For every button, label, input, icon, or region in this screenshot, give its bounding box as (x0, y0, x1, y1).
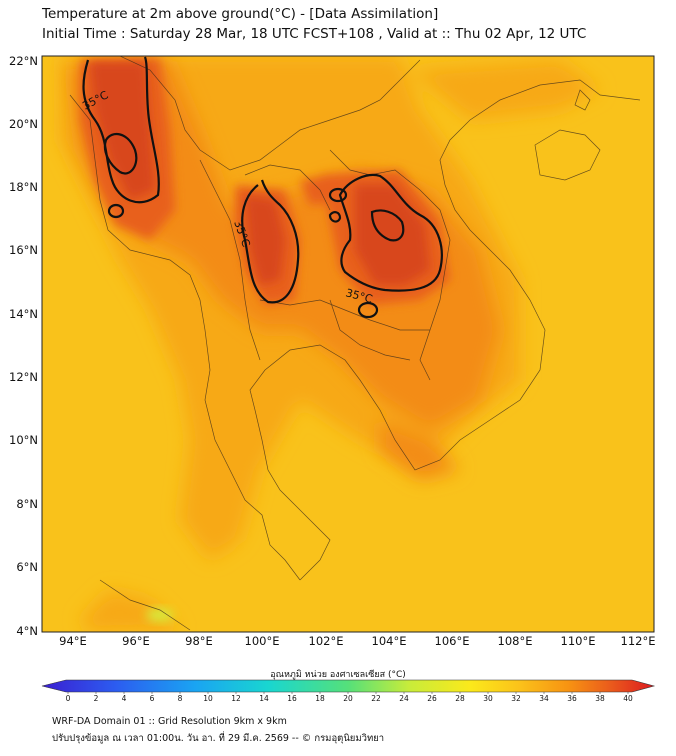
contour-ne-small-3 (328, 211, 342, 223)
colorbar-tick-label: 16 (287, 694, 297, 703)
lat-label: 20°N (9, 117, 38, 131)
colorbar-tick-label: 40 (623, 694, 633, 703)
colorbar-gradient (41, 679, 656, 693)
contour-myanmar (82, 56, 160, 204)
lon-label: 100°E (245, 634, 280, 648)
lon-label: 98°E (185, 634, 213, 648)
lon-label: 94°E (59, 634, 87, 648)
contour-ne-small-2 (357, 301, 379, 319)
temperature-field (42, 56, 654, 632)
chart-subtitle: Initial Time : Saturday 28 Mar, 18 UTC F… (42, 26, 587, 42)
lat-label: 8°N (16, 497, 38, 511)
colorbar-tick-label: 14 (259, 694, 269, 703)
colorbar-tick-label: 26 (427, 694, 437, 703)
colorbar-tick-label: 0 (66, 694, 71, 703)
colorbar-tick-label: 38 (595, 694, 605, 703)
lat-label: 6°N (16, 560, 38, 574)
map-frame (41, 55, 655, 633)
lat-label: 10°N (9, 433, 38, 447)
footer-model-info: WRF-DA Domain 01 :: Grid Resolution 9km … (52, 716, 287, 727)
colorbar-tick-label: 20 (343, 694, 353, 703)
colorbar-title: อุณหภูมิ หน่วย องศาเซลเซียส (°C) (270, 670, 406, 680)
footer-update-info: ปรับปรุงข้อมูล ณ เวลา 01:00น. วัน อา. ที… (52, 733, 385, 744)
lat-label: 22°N (9, 54, 38, 68)
contour-myanmar-inner (103, 132, 138, 175)
colorbar-tick-label: 34 (539, 694, 549, 703)
coastlines-and-borders (69, 56, 641, 631)
hottest-region (90, 62, 430, 285)
contour-myanmar-small (107, 203, 125, 219)
lat-label: 18°N (9, 180, 38, 194)
colorbar-ticks: 0 2 4 6 8 10 12 14 16 18 20 22 24 26 28 30 32 34 36 38 40 (66, 692, 633, 703)
lat-label: 12°N (9, 370, 38, 384)
colorbar-tick-label: 2 (94, 694, 99, 703)
colorbar-tick-label: 24 (399, 694, 409, 703)
lon-label: 106°E (435, 634, 470, 648)
lat-label: 4°N (16, 624, 38, 638)
colorbar-tick-label: 4 (122, 694, 127, 703)
colorbar-tick-label: 10 (203, 694, 213, 703)
lon-label: 110°E (561, 634, 596, 648)
contour-northeast-inner (370, 209, 405, 242)
lon-label: 104°E (372, 634, 407, 648)
colorbar-tick-label: 30 (483, 694, 493, 703)
contours-35c (82, 56, 443, 319)
longitude-axis: 94°E 96°E 98°E 100°E 102°E 104°E 106°E 1… (59, 634, 655, 648)
colorbar: 0 2 4 6 8 10 12 14 16 18 20 22 24 26 28 30 32 34 36 38 40 (41, 679, 656, 703)
colorbar-tick-label: 6 (150, 694, 155, 703)
contour-ne-small-1 (328, 187, 348, 203)
colorbar-tick-label: 32 (511, 694, 521, 703)
colorbar-tick-label: 8 (178, 694, 183, 703)
lon-label: 96°E (122, 634, 150, 648)
lon-label: 102°E (309, 634, 344, 648)
colorbar-tick-label: 36 (567, 694, 577, 703)
colorbar-tick-label: 28 (455, 694, 465, 703)
colorbar-tick-label: 22 (371, 694, 381, 703)
lon-label: 108°E (498, 634, 533, 648)
lat-label: 14°N (9, 307, 38, 321)
colorbar-tick-label: 12 (231, 694, 241, 703)
colorbar-tick-label: 18 (315, 694, 325, 703)
lon-label: 112°E (621, 634, 656, 648)
lat-label: 16°N (9, 243, 38, 257)
contour-northeast-thailand (338, 173, 443, 292)
chart-title: Temperature at 2m above ground(°C) - [Da… (42, 6, 439, 22)
cool-spot (146, 608, 174, 622)
contour-central-thailand (241, 179, 300, 304)
latitude-axis: 22°N 20°N 18°N 16°N 14°N 12°N 10°N 8°N 6… (9, 54, 38, 638)
